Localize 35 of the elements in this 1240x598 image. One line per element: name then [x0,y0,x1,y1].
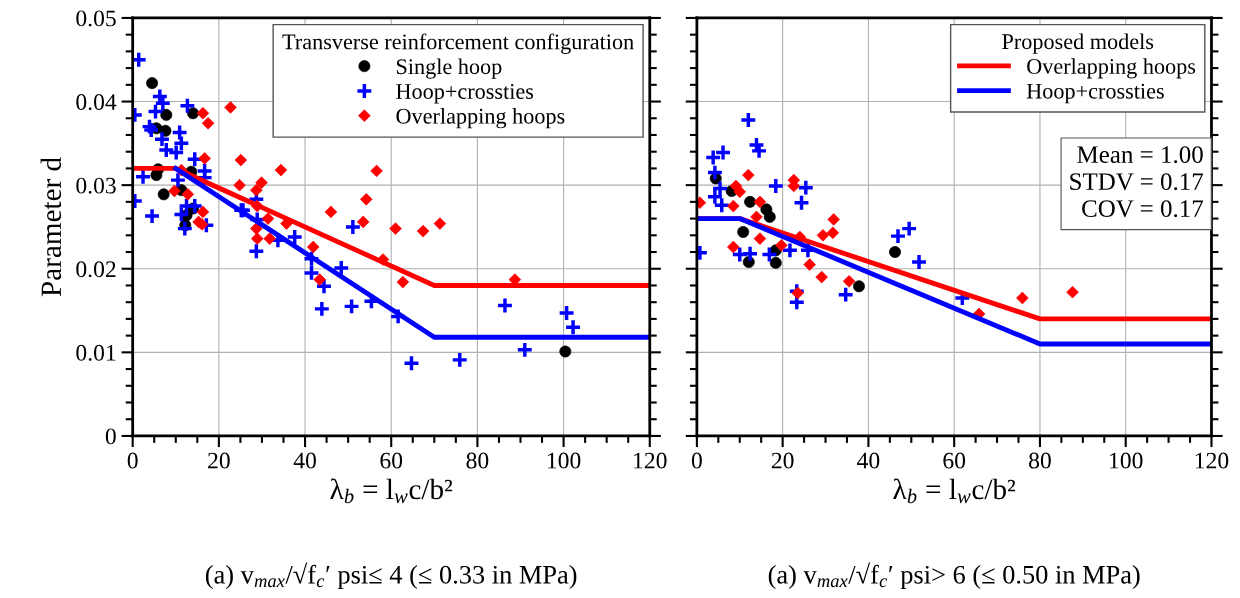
x-tick-label: 60 [943,452,966,469]
legend-label: Overlapping hoops [1027,58,1196,79]
x-tick-label: 40 [293,452,316,469]
x-axis-title: λ$_{b}$ = l$_{w}$c/b² [893,478,1016,504]
x-tick-label: 80 [466,452,489,469]
y-tick-label: 0.05 [76,10,116,27]
annotation: Mean = 1.00 [1077,146,1203,164]
annotation: COV = 0.17 [1082,200,1204,218]
legend-label: Hoop+crossties [396,84,534,104]
annotation: STDV = 0.17 [1070,173,1204,191]
legend-title: Proposed models [1002,33,1154,54]
x-tick-label: 20 [208,452,230,469]
y-tick-label: 0 [105,428,116,445]
x-tick-label: 20 [771,452,794,469]
x-tick-label: 120 [634,452,667,469]
legend-title: Transverse reinforcement configuration [282,33,634,54]
text: (a) v$_{max}$/√f$_{c}$′ psi> 6 (≤ 0.50 in MPa) [768,562,1140,590]
x-tick-label: 120 [1195,452,1229,469]
y-tick-label: 0.01 [76,344,116,361]
y-axis-title: Parameter d [40,157,62,297]
x-tick-label: 0 [127,452,138,469]
x-axis-title: λ$_{b}$ = l$_{w}$c/b² [330,478,453,504]
legend-label: Overlapping hoops [396,108,565,129]
y-tick-label: 0.03 [76,177,116,194]
x-tick-label: 40 [857,452,880,469]
x-tick-label: 0 [691,452,702,469]
x-tick-label: 60 [380,452,403,469]
x-tick-label: 100 [547,452,581,469]
legend-label: Single hoop [396,58,502,79]
y-tick-label: 0.04 [76,94,117,111]
legend-label: Hoop+crossties [1026,83,1164,104]
text: (a) v$_{max}$/√f$_{c}$′ psi≤ 4 (≤ 0.33 in MPa) [205,562,577,590]
x-tick-label: 100 [1110,452,1143,469]
y-tick-label: 0.02 [76,261,116,278]
x-tick-label: 80 [1029,452,1051,469]
